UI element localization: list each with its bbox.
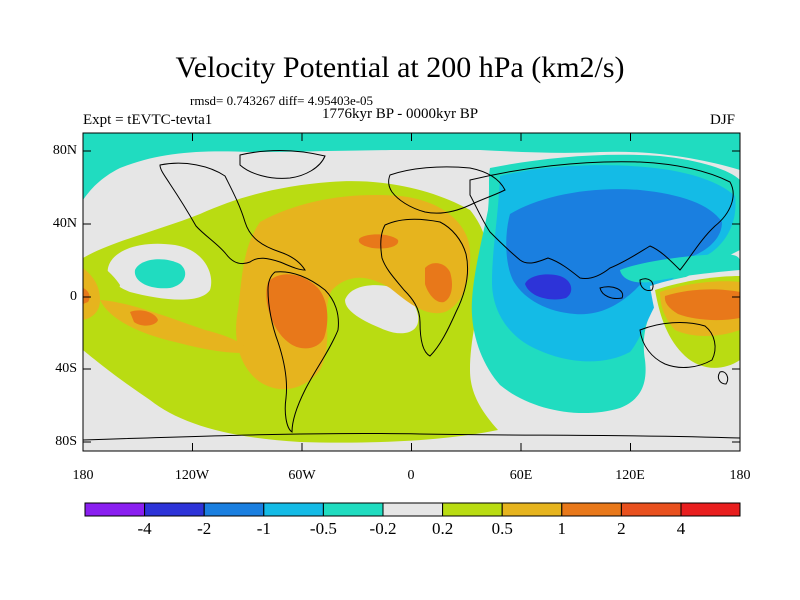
lon-label-180w: 180 xyxy=(72,468,94,483)
colorbar-box-10 xyxy=(680,502,741,517)
lat-label-80n: 80N xyxy=(52,143,77,158)
lon-label-60e: 60E xyxy=(509,468,533,483)
lon-label-120w: 120W xyxy=(174,468,210,483)
colorbar-label: -0.2 xyxy=(369,519,397,538)
colorbar-box-2 xyxy=(203,502,265,517)
period-label: 1776kyr BP - 0000kyr BP xyxy=(322,106,479,122)
colorbar-label: -2 xyxy=(197,519,212,538)
colorbar-box-3 xyxy=(263,502,324,517)
colorbar-box-1 xyxy=(144,502,205,517)
lat-label-40n: 40N xyxy=(52,216,77,231)
colorbar-box-4 xyxy=(322,502,384,517)
colorbar-label: 4 xyxy=(676,519,686,538)
colorbar-label: 0.2 xyxy=(431,519,454,538)
coastlines xyxy=(83,150,740,441)
colorbar-box-0 xyxy=(84,502,146,517)
lat-label-40s: 40S xyxy=(55,361,77,376)
colorbar-label: 0.5 xyxy=(491,519,513,538)
colorbar-box-8 xyxy=(561,502,622,517)
lat-tick-marks xyxy=(83,150,740,443)
lon-tick-marks xyxy=(82,133,741,451)
colorbar-label: -1 xyxy=(256,519,271,538)
lon-label-120e: 120E xyxy=(615,468,645,483)
experiment-label: Expt = tEVTC-tevta1 xyxy=(83,112,213,128)
colorbar-box-6 xyxy=(442,502,503,517)
lon-label-60w: 60W xyxy=(288,468,316,483)
contour-field xyxy=(83,133,740,451)
lon-label-0: 0 xyxy=(407,468,415,483)
colorbar-label: -4 xyxy=(137,519,152,538)
lat-label-80s: 80S xyxy=(55,434,77,449)
colorbar-box-5 xyxy=(382,502,444,517)
colorbar-box-7 xyxy=(501,502,563,517)
colorbar-box-9 xyxy=(620,502,682,517)
colorbar-label: 2 xyxy=(617,519,626,538)
plot-title: Velocity Potential at 200 hPa (km2/s) xyxy=(175,51,625,84)
lat-label-0: 0 xyxy=(70,289,77,304)
colorbar-label: -0.5 xyxy=(309,519,337,538)
lon-label-180e: 180 xyxy=(729,468,751,483)
stats-line: rmsd= 0.743267 diff= 4.95403e-05 xyxy=(190,93,374,108)
colorbar xyxy=(84,502,741,517)
season-label: DJF xyxy=(710,112,736,128)
colorbar-label: 1 xyxy=(557,519,567,538)
